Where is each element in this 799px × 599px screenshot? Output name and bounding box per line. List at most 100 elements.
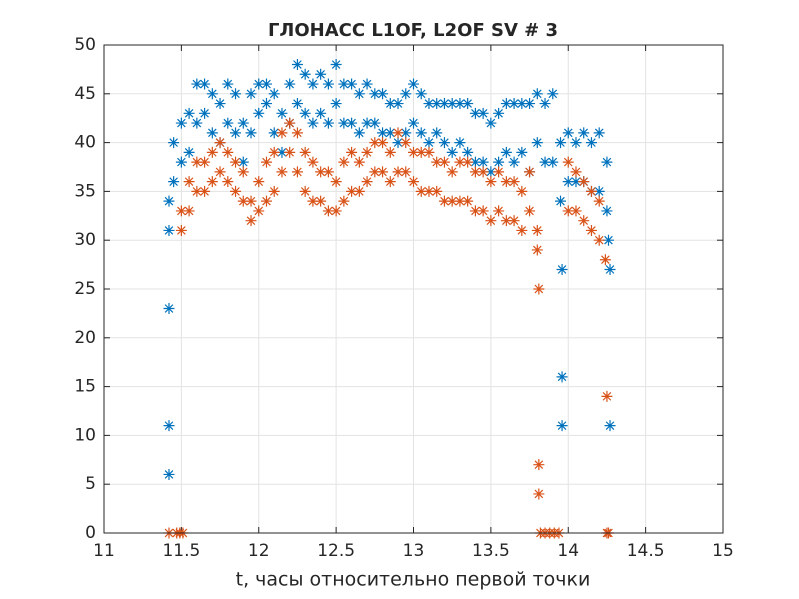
y-tick-label: 30 [74,230,96,250]
point [299,107,311,119]
point [384,146,396,158]
point [562,205,574,217]
point [284,146,296,158]
point [330,205,342,217]
point [500,176,512,188]
point [431,127,443,139]
point [377,127,389,139]
point [438,98,450,110]
point [361,176,373,188]
point [330,176,342,188]
point [493,166,505,178]
point [222,176,234,188]
point [408,117,419,129]
point [408,146,419,158]
point [268,88,280,100]
point [253,205,265,217]
point [392,137,404,149]
axes-box [103,44,724,534]
point [408,78,419,90]
point [469,205,481,217]
point [539,156,551,168]
point [415,88,427,100]
point [570,176,582,188]
point [353,88,365,100]
point [392,98,404,110]
point [431,156,443,168]
point [539,98,551,110]
point [524,205,536,217]
point [245,88,257,100]
point [508,215,520,227]
point [431,185,443,197]
y-tick-label: 40 [74,133,96,153]
point [454,98,466,110]
point [477,205,489,217]
point [493,205,505,217]
point [578,127,590,139]
point [245,127,257,139]
point [291,127,303,139]
point [276,146,288,158]
point [377,88,389,100]
point [206,88,218,100]
point [477,166,489,178]
point [593,185,605,197]
point [555,137,567,149]
point [338,156,350,168]
point [175,205,187,217]
point [500,146,512,158]
point [291,59,303,71]
point [562,156,574,168]
point [446,98,458,110]
point [493,107,505,119]
point [585,224,597,236]
point [168,176,180,188]
point [604,263,616,275]
x-tick-label: 14 [557,541,579,561]
point [462,146,474,158]
point [415,146,427,158]
point [315,107,327,119]
point [556,420,568,432]
y-tick-label: 45 [74,84,96,104]
point [524,166,536,178]
point [438,195,450,207]
point [531,224,543,236]
point [556,263,568,275]
point [163,468,175,480]
point [253,78,265,90]
point [570,205,582,217]
point [183,107,195,119]
point [423,137,435,149]
point [377,137,389,149]
point [469,107,481,119]
point [191,156,203,168]
point [214,137,226,149]
point [562,127,574,139]
y-tick-label: 35 [74,181,96,201]
point [454,195,466,207]
point [369,137,381,149]
point [462,195,474,207]
point [163,420,175,432]
series [163,59,616,480]
point [206,127,218,139]
point [531,244,543,256]
point [454,137,466,149]
point [601,205,613,217]
point [601,156,613,168]
y-tick-label: 10 [74,425,96,445]
point [415,127,427,139]
point [299,68,311,80]
point [222,78,234,90]
point [601,390,613,402]
point [423,185,435,197]
point [237,117,249,129]
point [593,127,605,139]
point [338,195,350,207]
point [585,137,597,149]
point [330,59,342,71]
y-tick-label: 5 [85,474,96,494]
point [377,166,389,178]
